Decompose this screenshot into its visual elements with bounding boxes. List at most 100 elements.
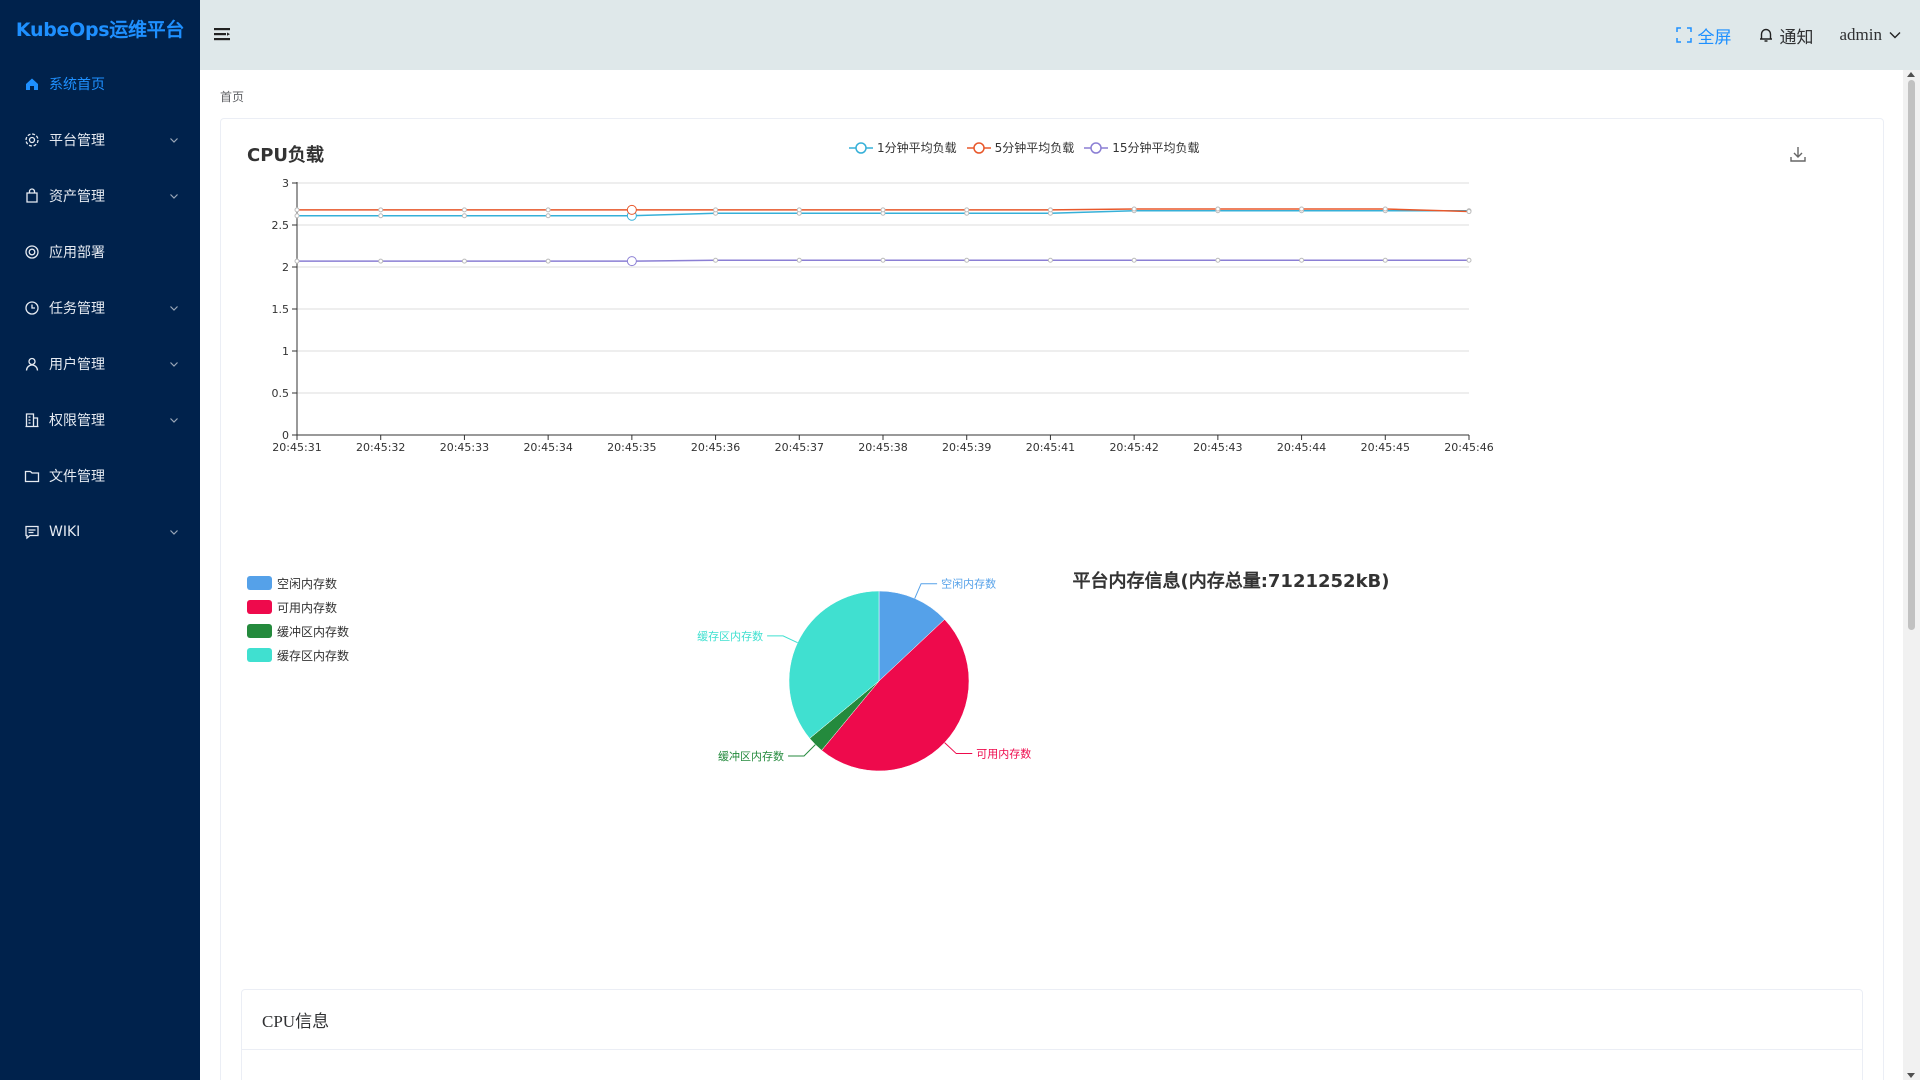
legend-item[interactable]: 1分钟平均负载 [849, 139, 957, 156]
data-point[interactable] [1299, 257, 1305, 263]
data-point[interactable] [545, 213, 551, 219]
data-point[interactable] [1466, 257, 1472, 263]
header-actions: 全屏 通知 admin [1650, 0, 1903, 70]
data-point[interactable] [964, 257, 970, 263]
pie-leader-line [944, 742, 973, 755]
x-tick-label: 20:45:36 [691, 441, 740, 454]
pie-slice[interactable] [788, 590, 880, 739]
pie-label: 缓存区内存数 [697, 629, 763, 643]
pie-label: 可用内存数 [976, 747, 1031, 761]
sidebar-item-6[interactable]: 用户管理 [0, 336, 200, 392]
x-tick-label: 20:45:31 [272, 441, 321, 454]
download-icon[interactable] [1789, 145, 1807, 163]
data-point[interactable] [378, 207, 384, 213]
sidebar-item-9[interactable]: WIKI [0, 504, 200, 560]
chevron-down-icon [1889, 32, 1901, 39]
data-point[interactable] [964, 207, 970, 213]
legend-item[interactable]: 可用内存数 [247, 595, 349, 619]
legend-swatch [247, 648, 272, 662]
sidebar-item-label: 用户管理 [49, 357, 105, 373]
cpu-load-chart: 0 0.5 1 1.5 2 2.5 3 20:45:31 20:45:32 20:45:33 20:… [272, 177, 1494, 454]
data-point[interactable] [1215, 206, 1221, 212]
pie-leader-line [788, 744, 816, 757]
data-point[interactable] [626, 204, 637, 215]
data-point[interactable] [1382, 206, 1388, 212]
page-scrollbar[interactable] [1903, 70, 1920, 1080]
user-menu[interactable]: admin [1840, 25, 1903, 45]
data-point[interactable] [461, 207, 467, 213]
sidebar-item-1[interactable]: 系统首页 [0, 56, 200, 112]
fullscreen-icon [1675, 27, 1692, 43]
chevron-down-icon [168, 302, 180, 314]
data-point[interactable] [713, 257, 719, 263]
data-point[interactable] [796, 207, 802, 213]
data-point[interactable] [461, 258, 467, 264]
main-content: 首页 CPU负载 1分钟平均负载 5分钟平均负载 15分钟平均负载 0 0.5 1 1.5… [200, 70, 1920, 1080]
cpu-info-title: CPU信息 [242, 990, 1862, 1050]
sidebar-item-3[interactable]: 资产管理 [0, 168, 200, 224]
x-tick-label: 20:45:37 [775, 441, 824, 454]
legend-item[interactable]: 空闲内存数 [247, 571, 349, 595]
sidebar-item-5[interactable]: 任务管理 [0, 280, 200, 336]
office-building-icon [24, 412, 40, 428]
legend-marker [966, 141, 991, 154]
x-tick-label: 20:45:43 [1193, 441, 1242, 454]
data-point[interactable] [1131, 206, 1137, 212]
data-point[interactable] [378, 258, 384, 264]
legend-label: 可用内存数 [277, 600, 338, 615]
data-point[interactable] [1299, 206, 1305, 212]
collapse-sidebar-icon[interactable] [214, 26, 230, 42]
data-point[interactable] [294, 213, 300, 219]
x-tick-label: 20:45:45 [1361, 441, 1410, 454]
top-header: 全屏 通知 admin [200, 0, 1920, 70]
pie-slice[interactable] [821, 619, 970, 772]
sidebar-item-8[interactable]: 文件管理 [0, 448, 200, 504]
scrollbar-thumb[interactable] [1908, 80, 1915, 630]
x-tick-label: 20:45:44 [1277, 441, 1326, 454]
legend-label: 1分钟平均负载 [877, 141, 957, 155]
data-point[interactable] [1047, 257, 1053, 263]
data-point[interactable] [461, 213, 467, 219]
folder-icon [24, 468, 40, 484]
legend-label: 缓存区内存数 [277, 648, 350, 663]
data-point[interactable] [1466, 209, 1472, 215]
data-point[interactable] [1131, 257, 1137, 263]
y-tick-label: 0 [282, 429, 289, 442]
data-point[interactable] [626, 256, 637, 267]
data-point[interactable] [1215, 257, 1221, 263]
home-icon [24, 76, 40, 92]
data-point[interactable] [1382, 257, 1388, 263]
legend-item[interactable]: 缓存区内存数 [247, 643, 349, 667]
data-point[interactable] [545, 207, 551, 213]
legend-label: 空闲内存数 [277, 576, 338, 591]
sidebar-item-7[interactable]: 权限管理 [0, 392, 200, 448]
pie-slice[interactable] [878, 590, 945, 682]
data-point[interactable] [880, 207, 886, 213]
sidebar-item-4[interactable]: 应用部署 [0, 224, 200, 280]
fullscreen-button[interactable]: 全屏 [1675, 23, 1732, 48]
legend-item[interactable]: 5分钟平均负载 [966, 139, 1074, 156]
scroll-down-icon[interactable] [1907, 1073, 1915, 1078]
app-logo: KubeOps运维平台 [15, 18, 185, 41]
data-point[interactable] [294, 207, 300, 213]
data-point[interactable] [796, 257, 802, 263]
x-tick-label: 20:45:38 [858, 441, 907, 454]
data-point[interactable] [545, 258, 551, 264]
notify-button[interactable]: 通知 [1758, 23, 1814, 48]
sidebar-item-2[interactable]: 平台管理 [0, 112, 200, 168]
cpu-chart-title: CPU负载 [247, 145, 325, 166]
legend-item[interactable]: 缓冲区内存数 [247, 619, 349, 643]
scroll-up-icon[interactable] [1907, 72, 1915, 77]
legend-item[interactable]: 15分钟平均负载 [1084, 139, 1200, 156]
data-point[interactable] [378, 213, 384, 219]
data-point[interactable] [713, 207, 719, 213]
data-point[interactable] [294, 258, 300, 264]
x-tick-label: 20:45:42 [1109, 441, 1158, 454]
pie-slice[interactable] [809, 680, 880, 751]
data-point[interactable] [1047, 207, 1053, 213]
y-tick-label: 1 [282, 345, 289, 358]
x-tick-label: 20:45:35 [607, 441, 656, 454]
data-point[interactable] [880, 257, 886, 263]
breadcrumb-item[interactable]: 首页 [220, 90, 245, 104]
breadcrumb: 首页 [220, 88, 244, 105]
